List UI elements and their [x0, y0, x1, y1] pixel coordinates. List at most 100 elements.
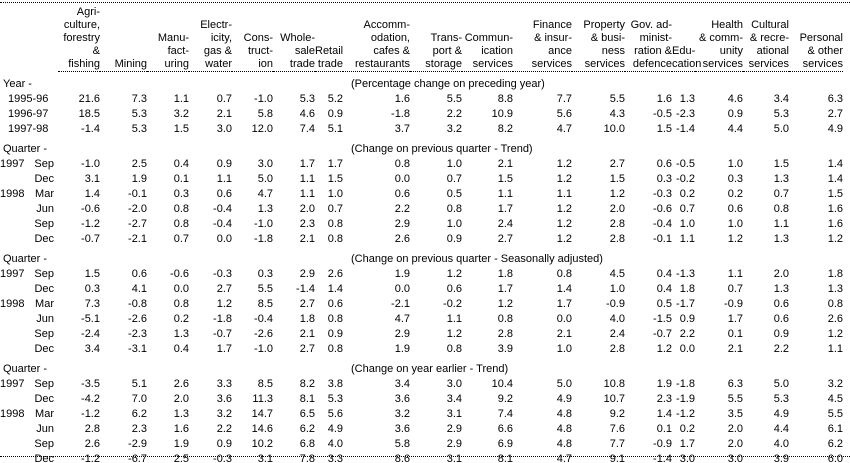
value-cell: 0.8	[173, 218, 189, 230]
value-cell: 1.0	[327, 188, 343, 200]
value-cell: -2.1	[128, 233, 147, 245]
value-cell: 3.2	[173, 108, 189, 120]
value-cell: 3.4	[773, 93, 789, 105]
value-cell: 2.8	[84, 423, 100, 435]
value-cell: 8.6	[394, 453, 410, 463]
value-cell: 1.7	[556, 298, 572, 310]
value-cell: -5.1	[81, 313, 100, 325]
value-cell: 0.3	[84, 283, 100, 295]
value-cell: 6.0	[827, 453, 843, 463]
value-cell: 0.6	[446, 283, 462, 295]
value-cell: 5.5	[609, 93, 625, 105]
value-cell: 1.2	[727, 233, 743, 245]
value-cell: 0.4	[173, 343, 189, 355]
value-cell: 1.7	[327, 158, 343, 170]
row-quarter: Dec	[34, 283, 54, 295]
row-year-range: 1995-96	[8, 93, 49, 105]
value-cell: 5.3	[773, 108, 789, 120]
value-cell: 1.7	[216, 343, 232, 355]
value-cell: 5.0	[257, 173, 273, 185]
row-period-label: Sep	[0, 327, 58, 342]
value-cell: 9.2	[497, 393, 513, 405]
value-cell: 2.2	[446, 108, 462, 120]
value-cell: 1.5	[609, 173, 625, 185]
value-cell: 0.2	[679, 188, 695, 200]
value-cell: 6.5	[299, 408, 315, 420]
section-label: Year -	[3, 77, 32, 90]
section-caption: (Change on previous quarter - Trend)	[351, 143, 533, 155]
column-header-property-business-services: Property & busi- ness services	[572, 6, 625, 72]
value-cell: 5.5	[257, 283, 273, 295]
value-cell: 2.8	[609, 343, 625, 355]
value-cell: 9.2	[609, 408, 625, 420]
value-cell: -0.9	[653, 438, 672, 450]
value-cell: -0.2	[443, 298, 462, 310]
row-year-range: 1997-98	[8, 123, 49, 135]
value-cell: 7.3	[131, 93, 147, 105]
value-cell: 1.7	[679, 438, 695, 450]
value-cell: 2.1	[299, 233, 315, 245]
row-period-label: 1998 Mar	[0, 297, 58, 312]
value-cell: 1.8	[497, 268, 513, 280]
data-row: Dec 0.3 4.1 0.0 2.7 5.5 -1.4 1.4 0.0 0.6 1.7 1.4 1.0…	[0, 282, 843, 297]
value-cell: 4.5	[609, 268, 625, 280]
section-header-row: Quarter - (Change on previous quarter - T…	[0, 137, 843, 157]
value-cell: 3.1	[257, 453, 273, 463]
value-cell: 0.1	[173, 173, 189, 185]
data-row: Jun -0.6 -2.0 0.8 -0.4 1.3 2.0 0.7 2.2 0.8 1.7 1.2 2…	[0, 202, 843, 217]
row-year: 1998	[0, 298, 25, 310]
value-cell: 0.3	[656, 173, 672, 185]
value-cell: 0.4	[173, 158, 189, 170]
value-cell: -0.9	[724, 298, 743, 310]
row-period-label: Dec	[0, 342, 58, 357]
value-cell: 3.3	[327, 453, 343, 463]
section-label: Quarter -	[3, 253, 48, 265]
value-cell: 0.6	[394, 188, 410, 200]
row-quarter: Dec	[34, 393, 54, 405]
value-cell: 4.7	[556, 123, 572, 135]
value-cell: 1.0	[679, 218, 695, 230]
value-cell: 0.3	[727, 173, 743, 185]
value-cell: 9.1	[609, 453, 625, 463]
data-row: Sep 2.6 -2.9 1.9 0.9 10.2 6.8 4.0 5.8 2.9 6.9 4.8 7.…	[0, 437, 843, 452]
value-cell: 1.2	[656, 343, 672, 355]
value-cell: 0.2	[173, 313, 189, 325]
column-header-accommodation-cafes-restaurants: Accomm- odation, cafes & restaurants	[343, 6, 410, 72]
value-cell: 4.1	[131, 283, 147, 295]
value-cell: 5.0	[773, 378, 789, 390]
value-cell: -1.0	[254, 218, 273, 230]
value-cell: 4.4	[727, 123, 743, 135]
data-row: 1996-97 18.5 5.3 3.2 2.1 5.8 4.6 0.9 -1.8 2.2 10.9…	[0, 107, 843, 122]
value-cell: 2.0	[727, 423, 743, 435]
value-cell: 4.7	[394, 313, 410, 325]
value-cell: 5.5	[827, 408, 843, 420]
value-cell: 1.2	[556, 203, 572, 215]
column-header-manufacturing: Manu- fact- uring	[147, 6, 189, 72]
value-cell: 1.4	[656, 408, 672, 420]
value-cell: -1.8	[254, 233, 273, 245]
value-cell: 1.1	[556, 188, 572, 200]
value-cell: 4.6	[299, 108, 315, 120]
row-quarter: Sep	[34, 438, 54, 450]
value-cell: 2.8	[609, 218, 625, 230]
section-spacer-cell	[58, 137, 343, 157]
value-cell: 4.9	[773, 408, 789, 420]
value-cell: 4.9	[327, 423, 343, 435]
value-cell: 0.7	[446, 173, 462, 185]
value-cell: 6.2	[827, 438, 843, 450]
value-cell: 0.0	[394, 283, 410, 295]
data-row: 1997 Sep -1.0 2.5 0.4 0.9 3.0 1.7 1.7 0.8 1.0 2.1 1.…	[0, 157, 843, 172]
value-cell: 8.2	[497, 123, 513, 135]
value-cell: 2.9	[299, 268, 315, 280]
row-year-range: 1996-97	[8, 108, 49, 120]
row-quarter: Jun	[36, 423, 54, 435]
row-quarter: Sep	[34, 268, 54, 280]
value-cell: 0.9	[327, 108, 343, 120]
value-cell: 2.0	[173, 393, 189, 405]
value-cell: 2.0	[299, 203, 315, 215]
value-cell: 7.4	[497, 408, 513, 420]
value-cell: 5.0	[773, 123, 789, 135]
value-cell: 3.2	[446, 123, 462, 135]
value-cell: 1.2	[446, 268, 462, 280]
value-cell: 14.7	[251, 408, 273, 420]
